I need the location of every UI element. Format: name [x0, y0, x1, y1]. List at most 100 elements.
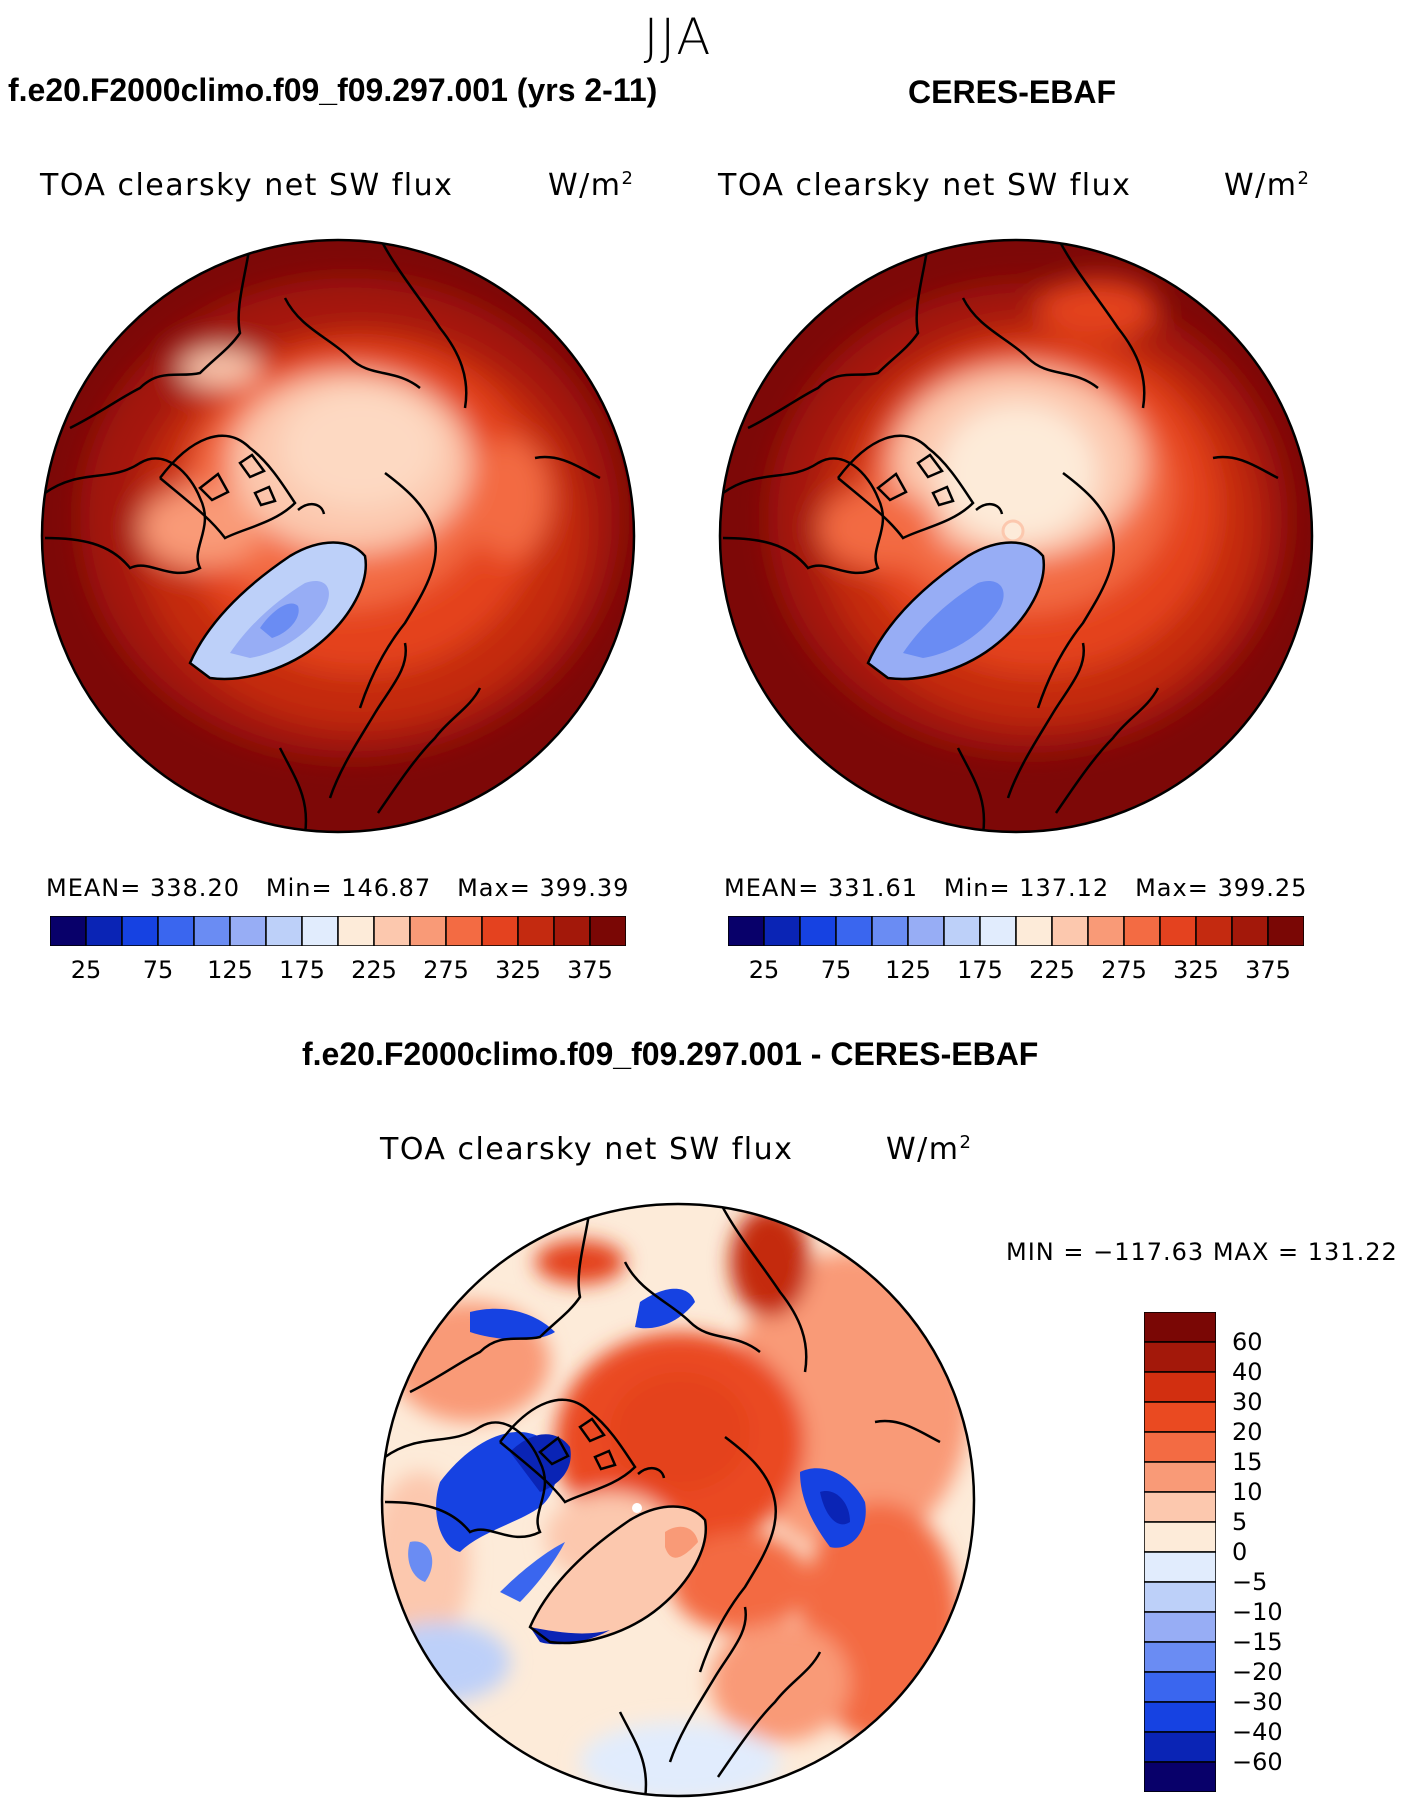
diff-colorbar-tick-label: 20: [1232, 1418, 1263, 1446]
diff-colorbar-tick-label: 30: [1232, 1388, 1263, 1416]
left-colorbar-swatch: [85, 916, 123, 946]
right-map-field: [720, 240, 1312, 832]
right-colorbar-tick-label: 125: [885, 956, 931, 984]
left-stats: MEAN= 338.20 Min= 146.87 Max= 399.39: [46, 874, 630, 902]
right-colorbar-swatch: [1267, 916, 1304, 946]
left-colorbar-swatch: [50, 916, 87, 946]
left-colorbar-swatch: [409, 916, 447, 946]
diff-minmax: MIN = −117.63 MAX = 131.22: [1006, 1238, 1398, 1266]
diff-colorbar-swatch: [1144, 1551, 1216, 1583]
diff-colorbar-swatch: [1144, 1641, 1216, 1673]
left-colorbar-tick-label: 225: [351, 956, 397, 984]
left-colorbar-swatch: [157, 916, 195, 946]
left-map-field: [42, 240, 634, 832]
right-colorbar-tick-label: 375: [1245, 956, 1291, 984]
diff-colorbar-tick-label: −60: [1232, 1748, 1283, 1776]
left-colorbar-swatch: [481, 916, 519, 946]
left-colorbar-swatch: [337, 916, 375, 946]
left-units-label: W/m2: [548, 168, 635, 203]
diff-colorbar-tick-label: −5: [1232, 1568, 1268, 1596]
right-colorbar-swatch: [979, 916, 1017, 946]
left-colorbar-tick-label: 25: [70, 956, 102, 984]
right-colorbar: [728, 916, 1304, 946]
right-map: [718, 238, 1314, 834]
right-colorbar-swatch: [1231, 916, 1269, 946]
left-colorbar-tick-label: 275: [423, 956, 469, 984]
left-colorbar-ticks: 25 75 125 175 225 275 325 375: [50, 956, 626, 986]
diff-colorbar-swatch: [1144, 1581, 1216, 1613]
diff-colorbar-swatch: [1144, 1461, 1216, 1493]
left-colorbar-tick-label: 375: [567, 956, 613, 984]
diff-colorbar-swatch: [1144, 1671, 1216, 1703]
diff-colorbar-tick-label: 15: [1232, 1448, 1263, 1476]
right-colorbar-tick-label: 75: [820, 956, 852, 984]
diff-colorbar-tick-label: −20: [1232, 1658, 1283, 1686]
right-coastlines: [722, 240, 1279, 832]
diff-map: [380, 1202, 976, 1798]
diff-colorbar-swatch: [1144, 1491, 1216, 1523]
left-colorbar-swatch: [193, 916, 231, 946]
right-colorbar-swatch: [1087, 916, 1125, 946]
diff-colorbar-swatch: [1144, 1611, 1216, 1643]
diff-colorbar-swatch: [1144, 1521, 1216, 1553]
right-case-title: CERES-EBAF: [908, 74, 1117, 110]
right-colorbar-swatch: [943, 916, 981, 946]
right-colorbar-tick-label: 325: [1173, 956, 1219, 984]
diff-map-border: [380, 1202, 976, 1798]
right-colorbar-swatch: [1015, 916, 1053, 946]
left-colorbar-swatch: [373, 916, 411, 946]
right-colorbar-swatch: [728, 916, 765, 946]
diff-colorbar-tick-label: −30: [1232, 1688, 1283, 1716]
diff-colorbar-swatch: [1144, 1431, 1216, 1463]
diff-case-title: f.e20.F2000climo.f09_f09.297.001 - CERES…: [302, 1036, 1039, 1072]
left-variable-label: TOA clearsky net SW flux: [40, 168, 454, 203]
left-colorbar-swatch: [121, 916, 159, 946]
diff-colorbar-swatch: [1144, 1731, 1216, 1763]
greenland-diff: [530, 1506, 706, 1645]
right-colorbar-ticks: 25 75 125 175 225 275 325 375: [728, 956, 1304, 986]
right-colorbar-tick-label: 275: [1101, 956, 1147, 984]
diff-coastlines: [384, 1204, 941, 1796]
left-map: [40, 238, 636, 834]
left-colorbar-swatch: [517, 916, 555, 946]
right-colorbar-swatch: [907, 916, 945, 946]
right-colorbar-swatch: [1159, 916, 1197, 946]
diff-colorbar-ticks: 60 40 30 20 15 10 5 0 −5 −10 −15 −20 −30 −40 −60: [1232, 1312, 1312, 1792]
right-units-label: W/m2: [1224, 168, 1311, 203]
diff-colorbar-tick-label: −10: [1232, 1598, 1283, 1626]
diff-colorbar-tick-label: 0: [1232, 1538, 1248, 1566]
diff-colorbar-tick-label: 5: [1232, 1508, 1248, 1536]
right-map-border: [718, 238, 1314, 834]
right-colorbar-swatch: [1051, 916, 1089, 946]
diff-colorbar-tick-label: −15: [1232, 1628, 1283, 1656]
left-colorbar-tick-label: 75: [142, 956, 174, 984]
diff-colorbar-swatch: [1144, 1341, 1216, 1373]
right-colorbar-swatch: [799, 916, 837, 946]
right-colorbar-tick-label: 175: [957, 956, 1003, 984]
right-colorbar-swatch: [1123, 916, 1161, 946]
left-colorbar-tick-label: 325: [495, 956, 541, 984]
left-colorbar-tick-label: 125: [207, 956, 253, 984]
left-coastlines: [44, 240, 601, 832]
diff-colorbar-swatch: [1144, 1312, 1216, 1343]
season-title: JJA: [643, 8, 713, 66]
right-colorbar-tick-label: 225: [1029, 956, 1075, 984]
right-stats: MEAN= 331.61 Min= 137.12 Max= 399.25: [724, 874, 1308, 902]
right-colorbar-swatch: [1195, 916, 1233, 946]
greenland-ice: [868, 542, 1044, 679]
diff-colorbar-swatch: [1144, 1701, 1216, 1733]
diff-units-label: W/m2: [886, 1132, 973, 1167]
diff-map-field: [382, 1204, 974, 1796]
diff-colorbar-tick-label: 60: [1232, 1328, 1263, 1356]
right-colorbar-tick-label: 25: [748, 956, 780, 984]
diff-colorbar-tick-label: 40: [1232, 1358, 1263, 1386]
left-colorbar-tick-label: 175: [279, 956, 325, 984]
right-variable-label: TOA clearsky net SW flux: [718, 168, 1132, 203]
diff-colorbar-swatch: [1144, 1371, 1216, 1403]
diff-variable-label: TOA clearsky net SW flux: [380, 1132, 794, 1167]
left-colorbar-swatch: [553, 916, 591, 946]
diff-colorbar-swatch: [1144, 1761, 1216, 1792]
greenland-ice: [190, 542, 366, 679]
left-colorbar-swatch: [589, 916, 626, 946]
diff-colorbar-tick-label: 10: [1232, 1478, 1263, 1506]
